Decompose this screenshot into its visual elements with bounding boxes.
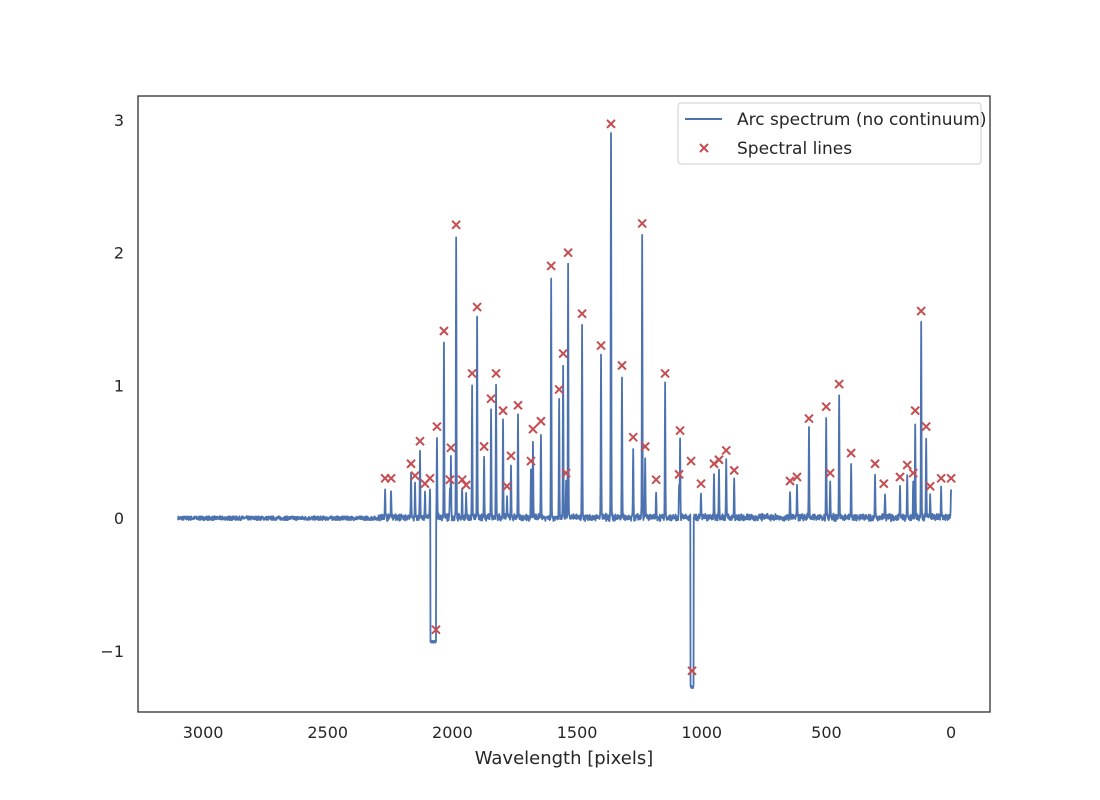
spectral-line-marker bbox=[908, 468, 918, 478]
spectral-line-marker bbox=[910, 405, 920, 416]
spectral-line-marker bbox=[410, 470, 420, 481]
spectral-line-marker bbox=[432, 421, 442, 432]
spectral-line-marker bbox=[554, 384, 564, 395]
spectral-line-marker bbox=[446, 443, 456, 453]
legend-box bbox=[677, 102, 982, 165]
spectral-line-marker bbox=[451, 220, 461, 230]
spectral-line-marker bbox=[502, 481, 512, 492]
spectral-line-marker bbox=[834, 379, 844, 389]
spectral-line-marker bbox=[445, 474, 455, 485]
y-tick-label: 2 bbox=[114, 244, 124, 263]
arc-spectrum-line bbox=[177, 132, 952, 689]
spectral-line-marker bbox=[526, 456, 536, 466]
spectral-line-marker bbox=[461, 480, 471, 490]
spectral-line-marker bbox=[714, 455, 724, 465]
spectral-line-marker bbox=[536, 416, 546, 426]
spectral-line-marker bbox=[596, 340, 606, 351]
x-tick-label: 1000 bbox=[681, 723, 722, 742]
x-tick-label: 3000 bbox=[183, 723, 224, 742]
x-tick-label: 1500 bbox=[557, 723, 598, 742]
y-tick-label: 1 bbox=[114, 376, 124, 395]
spectral-line-marker bbox=[825, 468, 835, 478]
spectral-line-marker bbox=[936, 473, 946, 484]
spectral-line-marker bbox=[637, 218, 647, 229]
spectral-line-marker bbox=[431, 624, 441, 635]
spectral-line-marker bbox=[640, 441, 650, 452]
spectral-line-marker bbox=[546, 261, 556, 271]
spectral-line-marker bbox=[921, 421, 931, 432]
legend-label-lines: Spectral lines bbox=[737, 139, 852, 159]
spectral-line-marker bbox=[528, 424, 538, 434]
spectral-line-marker bbox=[486, 393, 496, 404]
spectral-line-marker bbox=[472, 302, 482, 312]
spectral-line-marker bbox=[687, 666, 697, 676]
spectral-line-marker bbox=[563, 247, 573, 258]
y-tick-label: −1 bbox=[100, 642, 124, 661]
spectral-line-marker bbox=[925, 481, 935, 492]
spectral-line-marker bbox=[406, 459, 416, 469]
spectral-line-marker bbox=[577, 309, 587, 319]
spectral-line-marker bbox=[686, 456, 696, 466]
spectral-line-marker bbox=[467, 368, 477, 379]
legend-x-marker-icon bbox=[699, 143, 709, 153]
spectral-line-marker bbox=[386, 473, 396, 484]
spectral-line-marker bbox=[439, 326, 449, 336]
y-tick-label: 0 bbox=[114, 509, 124, 528]
y-tick-label: 3 bbox=[114, 111, 124, 130]
spectral-line-marker bbox=[821, 401, 831, 412]
x-tick-label: 500 bbox=[811, 723, 842, 742]
spectral-line-marker bbox=[660, 368, 670, 379]
spectral-line-marker bbox=[558, 348, 568, 359]
spectral-line-marker bbox=[946, 473, 956, 484]
legend-label-spectrum: Arc spectrum (no continuum) bbox=[737, 110, 986, 130]
spectral-line-marker bbox=[729, 465, 739, 476]
x-tick-label: 0 bbox=[946, 723, 956, 742]
spectral-line-marker bbox=[792, 472, 802, 482]
spectral-line-marker bbox=[498, 405, 508, 416]
spectral-line-marker bbox=[916, 306, 926, 316]
spectral-line-marker bbox=[651, 474, 661, 485]
spectral-line-marker bbox=[721, 445, 731, 456]
x-tick-label: 2000 bbox=[432, 723, 473, 742]
spectral-line-marker bbox=[513, 400, 523, 411]
spectral-line-marker bbox=[617, 360, 627, 371]
spectral-line-marker bbox=[870, 459, 880, 469]
spectral-line-marker bbox=[846, 448, 856, 458]
spectral-line-marker bbox=[479, 441, 489, 452]
spectral-line-marker bbox=[491, 368, 501, 379]
spectral-line-marker bbox=[696, 478, 706, 489]
x-tick-label: 2500 bbox=[307, 723, 348, 742]
spectral-line-marker bbox=[561, 468, 571, 478]
spectral-line-marker bbox=[675, 425, 685, 436]
spectral-line-marker bbox=[902, 460, 912, 470]
spectral-line-marker bbox=[785, 476, 795, 486]
spectral-line-marker bbox=[606, 119, 616, 129]
spectral-line-marker bbox=[804, 413, 814, 424]
spectral-line-marker bbox=[415, 436, 425, 446]
spectral-line-marker bbox=[506, 451, 516, 461]
spectral-line-marker bbox=[425, 473, 435, 484]
spectral-line-marker bbox=[879, 478, 889, 489]
spectral-line-marker bbox=[674, 469, 684, 480]
legend: Arc spectrum (no continuum) Spectral lin… bbox=[677, 102, 986, 165]
spectral-line-marker bbox=[895, 472, 905, 482]
spectral-line-marker bbox=[628, 432, 638, 442]
x-axis-label: Wavelength [pixels] bbox=[475, 748, 654, 769]
